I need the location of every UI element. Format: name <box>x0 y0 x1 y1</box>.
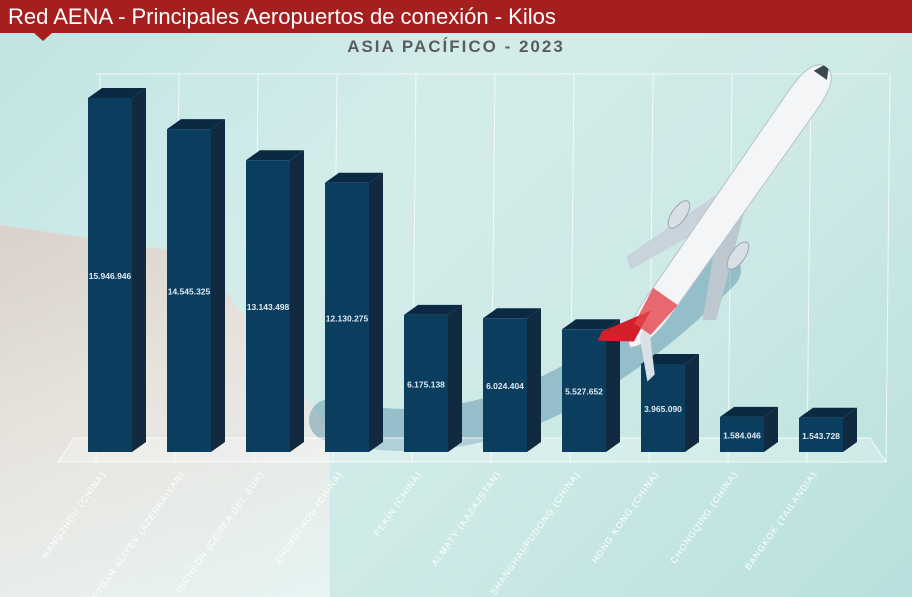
airplane-tail-stripe <box>634 287 678 335</box>
bar-top <box>720 406 778 417</box>
bar-value-label: 3.965.090 <box>644 404 682 414</box>
bar-value-label: 13.143.498 <box>247 302 290 312</box>
airplane-engine-left <box>667 200 691 229</box>
bar-front <box>246 160 290 452</box>
header-bar <box>0 0 912 33</box>
bar-side <box>290 150 304 452</box>
bar-1: 15.946.946 <box>88 88 146 452</box>
bar-side <box>448 304 462 452</box>
airplane-tail-plane <box>639 321 655 382</box>
bars-group: 15.946.946 14.545.325 13.143.498 12.130.275… <box>88 88 857 453</box>
bar-side <box>606 319 620 452</box>
bar-7: 5.527.652 <box>562 319 620 452</box>
x-axis-label: SHANGHAI/PUDONG (CHINA) <box>488 469 581 596</box>
page-title: Red AENA - Principales Aeropuertos de co… <box>8 4 556 29</box>
x-axis-label: HONG KONG (CHINA) <box>590 469 661 564</box>
x-axis-label: ALMATY (KAZAJSTAN) <box>430 469 503 567</box>
bar-top <box>167 119 225 130</box>
x-axis-labels: HANGZHOU (CHINA)HEYDAR ALIYEV (AZERBAIYA… <box>40 469 819 597</box>
bar-5: 6.175.138 <box>404 304 462 452</box>
airplane-fuselage <box>628 64 832 348</box>
bar-top <box>88 88 146 98</box>
bar-top <box>799 407 857 418</box>
grid-line <box>806 73 812 463</box>
bar-front <box>562 329 606 452</box>
bar-4: 12.130.275 <box>325 172 383 452</box>
bar-side <box>685 353 699 452</box>
x-axis-label: CHONGQING (CHINA) <box>668 469 739 565</box>
bar-front <box>799 417 843 452</box>
x-axis-label: INCHEON (COREA DEL SUR) <box>174 469 266 594</box>
bar-value-label: 12.130.275 <box>326 313 369 323</box>
bar-front <box>167 129 211 453</box>
bar-value-label: 1.584.046 <box>723 430 761 440</box>
bar-value-label: 5.527.652 <box>565 387 603 397</box>
x-axis-label: PEKÍN (CHINA) <box>372 469 424 537</box>
bar-10: 1.543.728 <box>799 407 857 452</box>
header-notch <box>34 33 52 41</box>
x-axis-label: HANGZHOU (CHINA) <box>40 469 108 560</box>
bar-side <box>369 172 383 452</box>
bar-6: 6.024.404 <box>483 308 541 452</box>
bar-side <box>843 407 857 452</box>
airplane-engine-right <box>726 241 750 270</box>
bar-front <box>88 98 132 452</box>
bar-side <box>527 308 541 452</box>
bar-value-label: 15.946.946 <box>89 271 132 281</box>
bar-front <box>483 318 527 452</box>
bar-side <box>211 119 225 452</box>
x-axis-label: BANGKOK (TAILANDIA) <box>743 469 819 571</box>
airplane-illustration <box>597 64 832 382</box>
x-axis-label: HEYDAR ALIYEV (AZERBAIYAN) <box>86 469 187 597</box>
bar-front <box>720 416 764 452</box>
bar-top <box>325 172 383 183</box>
bar-9: 1.584.046 <box>720 406 778 452</box>
bar-top <box>641 353 699 364</box>
airplane-right-wing <box>702 201 746 321</box>
bar-value-label: 1.543.728 <box>802 431 840 441</box>
x-axis-label: ZHENGZHOU (CHINA) <box>273 469 345 565</box>
bar-top <box>246 150 304 161</box>
bar-2: 14.545.325 <box>167 119 225 453</box>
bar-side <box>132 88 146 452</box>
grid-line <box>885 73 891 463</box>
bar-value-label: 14.545.325 <box>168 287 211 297</box>
bar-front <box>325 182 369 452</box>
bar-side <box>764 406 778 452</box>
airplane-cockpit <box>813 65 829 80</box>
bar-3: 13.143.498 <box>246 150 304 452</box>
bar-top <box>404 304 462 315</box>
chart-subtitle: ASIA PACÍFICO - 2023 <box>347 37 565 56</box>
bar-value-label: 6.024.404 <box>486 381 524 391</box>
bar-top <box>562 319 620 330</box>
bar-top <box>483 308 541 319</box>
bar-front <box>404 314 448 452</box>
bar-value-label: 6.175.138 <box>407 379 445 389</box>
